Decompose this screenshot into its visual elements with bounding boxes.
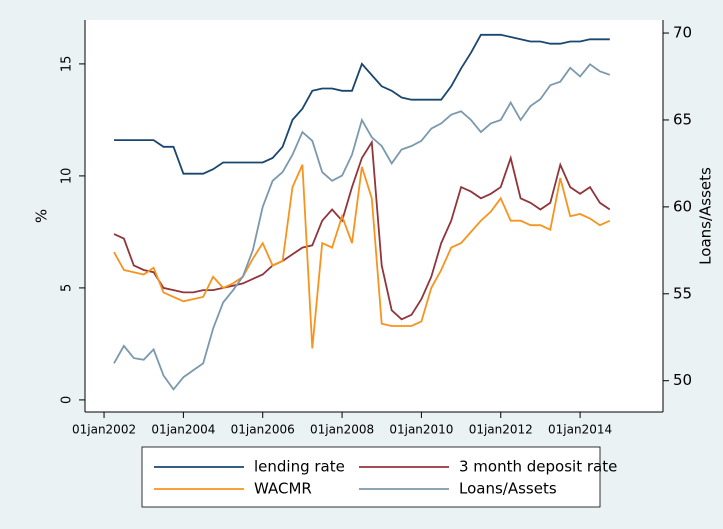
- y2-tick-label: 55: [673, 284, 692, 302]
- y-tick-label: 15: [60, 56, 75, 73]
- y-axis-label: %: [33, 209, 51, 223]
- x-tick-label: 01jan2014: [548, 423, 612, 437]
- legend: [141, 446, 601, 508]
- series-line: [114, 33, 610, 175]
- y2-tick-label: 70: [673, 24, 692, 42]
- x-tick-label: 01jan2010: [389, 423, 453, 437]
- x-tick-label: 01jan2006: [231, 423, 295, 437]
- series-line: [113, 164, 611, 349]
- series-line: [113, 63, 611, 391]
- legend-label: WACMR: [254, 480, 312, 498]
- x-tick-label: 01jan2004: [151, 423, 215, 437]
- legend-label: lending rate: [254, 458, 345, 476]
- y2-tick-label: 50: [673, 371, 692, 389]
- series-line: [113, 139, 611, 321]
- x-tick-label: 01jan2012: [469, 423, 533, 437]
- y2-tick-label: 65: [673, 110, 692, 128]
- y-tick-label: 10: [60, 168, 75, 185]
- x-tick-label: 01jan2008: [310, 423, 374, 437]
- legend-label: Loans/Assets: [459, 480, 557, 498]
- y2-tick-label: 60: [673, 197, 692, 215]
- legend-label: 3 month deposit rate: [459, 458, 617, 476]
- x-tick-label: 01jan2002: [72, 423, 136, 437]
- y-tick-label: 0: [60, 396, 75, 404]
- y-tick-label: 5: [60, 284, 75, 292]
- y2-axis-label: Loans/Assets: [697, 167, 715, 265]
